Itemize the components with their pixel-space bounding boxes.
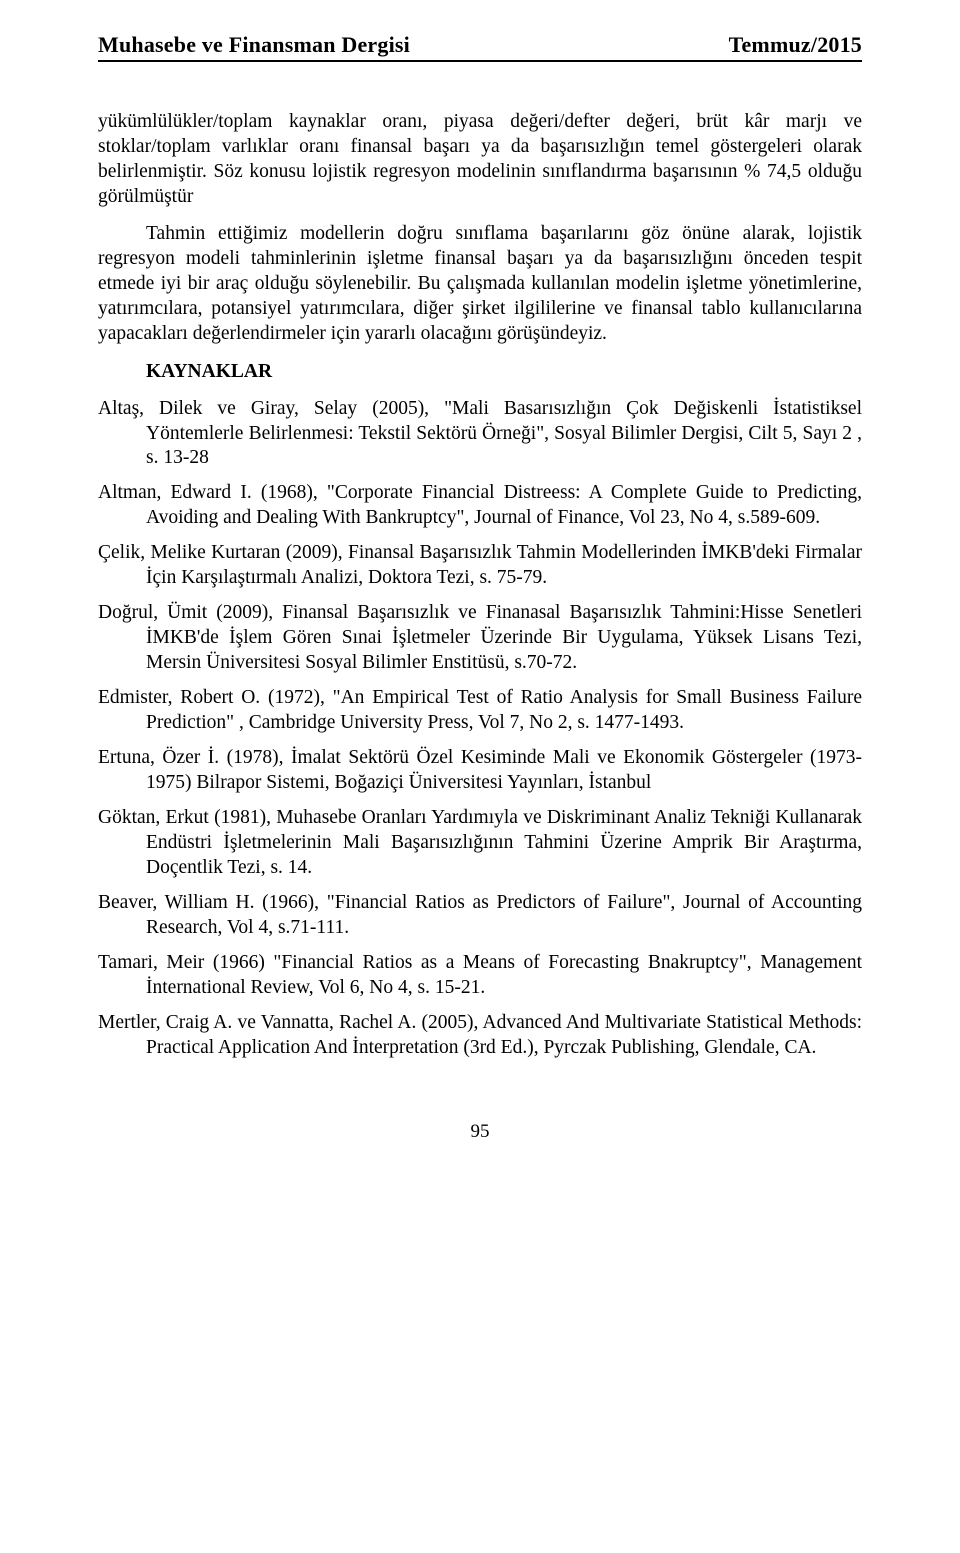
reference-item: Mertler, Craig A. ve Vannatta, Rachel A.…: [98, 1011, 862, 1061]
reference-item: Doğrul, Ümit (2009), Finansal Başarısızl…: [98, 601, 862, 676]
page: Muhasebe ve Finansman Dergisi Temmuz/201…: [0, 0, 960, 1553]
reference-item: Edmister, Robert O. (1972), "An Empirica…: [98, 686, 862, 736]
references-heading: KAYNAKLAR: [146, 361, 862, 383]
reference-item: Çelik, Melike Kurtaran (2009), Finansal …: [98, 541, 862, 591]
reference-item: Ertuna, Özer İ. (1978), İmalat Sektörü Ö…: [98, 746, 862, 796]
journal-title: Muhasebe ve Finansman Dergisi: [98, 32, 410, 58]
reference-item: Beaver, William H. (1966), "Financial Ra…: [98, 891, 862, 941]
running-header: Muhasebe ve Finansman Dergisi Temmuz/201…: [98, 32, 862, 62]
issue-date: Temmuz/2015: [729, 32, 862, 58]
page-number: 95: [98, 1121, 862, 1143]
reference-item: Altaş, Dilek ve Giray, Selay (2005), "Ma…: [98, 397, 862, 472]
reference-item: Tamari, Meir (1966) "Financial Ratios as…: [98, 951, 862, 1001]
body-paragraph-2: Tahmin ettiğimiz modellerin doğru sınıfl…: [98, 222, 862, 347]
reference-item: Göktan, Erkut (1981), Muhasebe Oranları …: [98, 806, 862, 881]
reference-item: Altman, Edward I. (1968), "Corporate Fin…: [98, 481, 862, 531]
body-paragraph-1: yükümlülükler/toplam kaynaklar oranı, pi…: [98, 110, 862, 210]
